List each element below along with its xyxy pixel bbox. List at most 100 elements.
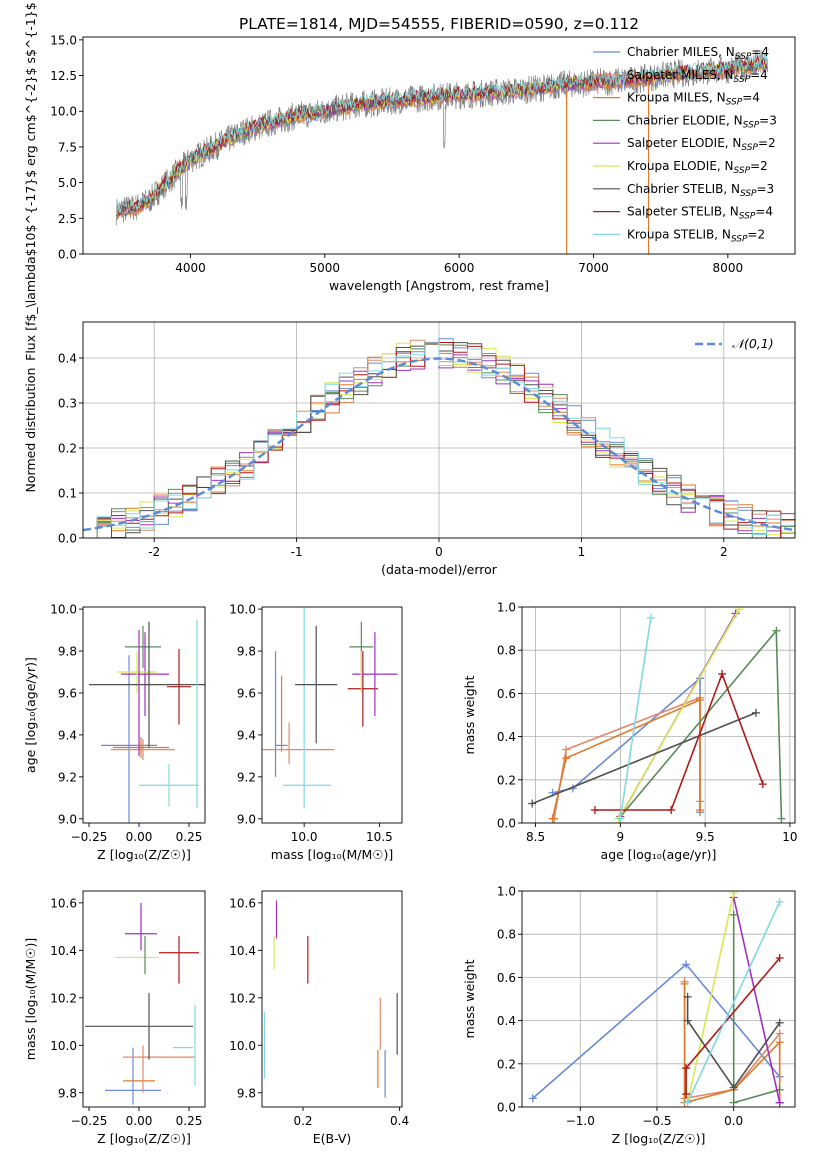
x-tick-label: −0.25: [71, 830, 108, 844]
y-tick-label: 0.8: [497, 644, 516, 658]
legend-subscript: SSP: [740, 189, 757, 199]
legend-count: =2: [758, 136, 776, 150]
y-tick-label: 10.6: [229, 896, 256, 910]
legend-count: =3: [757, 182, 775, 196]
panel-weight_vs_Z: −1.0 −0.5 0.0 0.0 0.2 0.4 0.6 0.8 1.0 Z [log₁₀(Z/…: [462, 885, 796, 1146]
legend-count: =4: [742, 91, 760, 105]
panel-mass_vs_EBV: 0.2 0.4 9.8 10.0 10.2 10.4 10.6 E(B-V): [229, 890, 409, 1146]
x-tick-label: 1: [578, 545, 586, 559]
legend-label: 𝒩(0,1): [732, 336, 774, 351]
legend-count: =2: [750, 159, 768, 173]
legend-subscript: SSP: [739, 212, 756, 222]
x-tick-label: −1.0: [566, 1114, 595, 1128]
axes-frame: [82, 321, 796, 539]
panel-mass_vs_Z: −0.25 0.00 0.25 9.8 10.0 10.2 10.4 10.6 Z [log₁₀…: [23, 890, 206, 1146]
x-tick-label: 10.5: [366, 830, 393, 844]
legend-subscript: SSP: [734, 75, 751, 85]
y-tick-label: 9.2: [237, 770, 256, 784]
plot-area: [262, 607, 398, 809]
axes-frame: [521, 890, 796, 1108]
x-tick-label: 4000: [175, 261, 206, 275]
model-spectrum-line: [116, 55, 768, 216]
y-tick-label: 10.0: [50, 1039, 77, 1053]
x-tick-label: 6000: [444, 261, 475, 275]
x-axis-label: Z [log₁₀(Z/Z☉)]: [97, 1131, 191, 1146]
x-tick-label: 10.0: [291, 830, 318, 844]
y-tick-label: 10.2: [50, 991, 77, 1005]
y-axis-label: mass weight: [462, 959, 477, 1038]
y-tick-label: 10.0: [229, 1039, 256, 1053]
gaussian-curve: [83, 357, 795, 532]
legend-subscript: SSP: [735, 52, 752, 62]
y-tick-label: 0.1: [58, 487, 77, 501]
plot-area: [83, 322, 795, 538]
x-tick-label: 8000: [713, 261, 744, 275]
x-axis-label: (data-model)/error: [381, 562, 498, 577]
figure-title: PLATE=1814, MJD=54555, FIBERID=0590, z=0…: [239, 15, 639, 33]
y-tick-label: 10.0: [50, 603, 77, 617]
x-axis-label: mass [log₁₀(M/M☉)]: [271, 847, 393, 862]
panel-weight_vs_age: 8.5 9 9.5 10 0.0 0.2 0.4 0.6 0.8 1.0 age [log₁₀(ag…: [462, 601, 798, 863]
y-tick-label: 0.4: [58, 352, 77, 366]
weight-line: [686, 901, 781, 1104]
plot-area: [522, 607, 795, 823]
legend-label: Salpeter MILES, NSSP=4: [627, 68, 768, 85]
legend-label: Chabrier STELIB, NSSP=3: [627, 182, 774, 199]
y-tick-label: 15.0: [50, 33, 77, 47]
x-tick-label: -1: [291, 545, 303, 559]
axes-frame: [261, 606, 403, 824]
x-tick-label: 10: [782, 830, 797, 844]
x-tick-label: 0.4: [390, 1114, 409, 1128]
axes-frame: [82, 606, 206, 824]
y-tick-label: 9.0: [58, 812, 77, 826]
y-tick-label: 10.6: [50, 896, 77, 910]
y-tick-label: 2.5: [58, 212, 77, 226]
x-tick-label: −0.25: [71, 1114, 108, 1128]
x-axis-label: wavelength [Angstrom, rest frame]: [329, 278, 549, 293]
x-tick-label: 0.0: [724, 1114, 743, 1128]
plot-area: [85, 902, 199, 1105]
plot-area: [89, 619, 205, 823]
spectrum-legend: Chabrier MILES, NSSP=4 Salpeter MILES, NS…: [593, 45, 777, 244]
y-tick-label: 9.4: [237, 728, 256, 742]
y-tick-label: 9.6: [58, 686, 77, 700]
x-tick-label: 0.25: [176, 1114, 203, 1128]
x-tick-label: 0.00: [126, 830, 153, 844]
y-tick-label: 0.2: [497, 1057, 516, 1071]
legend-subscript: SSP: [726, 98, 743, 108]
y-tick-label: 12.5: [50, 69, 77, 83]
x-tick-label: 0.00: [126, 1114, 153, 1128]
y-tick-label: 1.0: [497, 601, 516, 615]
y-tick-label: 0.2: [497, 773, 516, 787]
legend-label: Kroupa MILES, NSSP=4: [627, 91, 760, 108]
y-tick-label: 9.8: [237, 1086, 256, 1100]
legend-label: Kroupa STELIB, NSSP=2: [627, 227, 765, 244]
y-axis-label: age [log₁₀(age/yr)]: [23, 657, 38, 773]
legend-subscript: SSP: [743, 120, 760, 130]
x-axis-label: Z [log₁₀(Z/Z☉)]: [612, 1131, 706, 1146]
weight-line: [531, 712, 757, 805]
legend-label: Salpeter ELODIE, NSSP=2: [627, 136, 776, 153]
weight-line: [686, 893, 735, 1103]
legend-count: =4: [751, 45, 769, 59]
x-tick-label: −0.5: [642, 1114, 671, 1128]
y-tick-label: 0.6: [497, 687, 516, 701]
legend-count: =3: [759, 113, 777, 127]
axes-frame: [82, 36, 796, 255]
panel-residuals: -2 -1 0 1 2 0.0 0.1 0.2 0.3 0.4 (data-model)/error…: [23, 321, 796, 577]
y-tick-label: 9.0: [237, 812, 256, 826]
weight-line: [594, 671, 764, 811]
legend-count: =4: [755, 205, 773, 219]
plot-area: [263, 900, 398, 1098]
plot-area: [522, 891, 795, 1107]
y-tick-label: 7.5: [58, 140, 77, 154]
x-tick-label: 9.5: [696, 830, 715, 844]
x-tick-label: -2: [148, 545, 160, 559]
y-tick-label: 9.6: [237, 686, 256, 700]
x-tick-label: 0: [435, 545, 443, 559]
y-tick-label: 0.0: [58, 532, 77, 546]
legend-subscript: SSP: [741, 143, 758, 153]
axes-frame: [82, 890, 206, 1108]
x-tick-label: 2: [720, 545, 728, 559]
